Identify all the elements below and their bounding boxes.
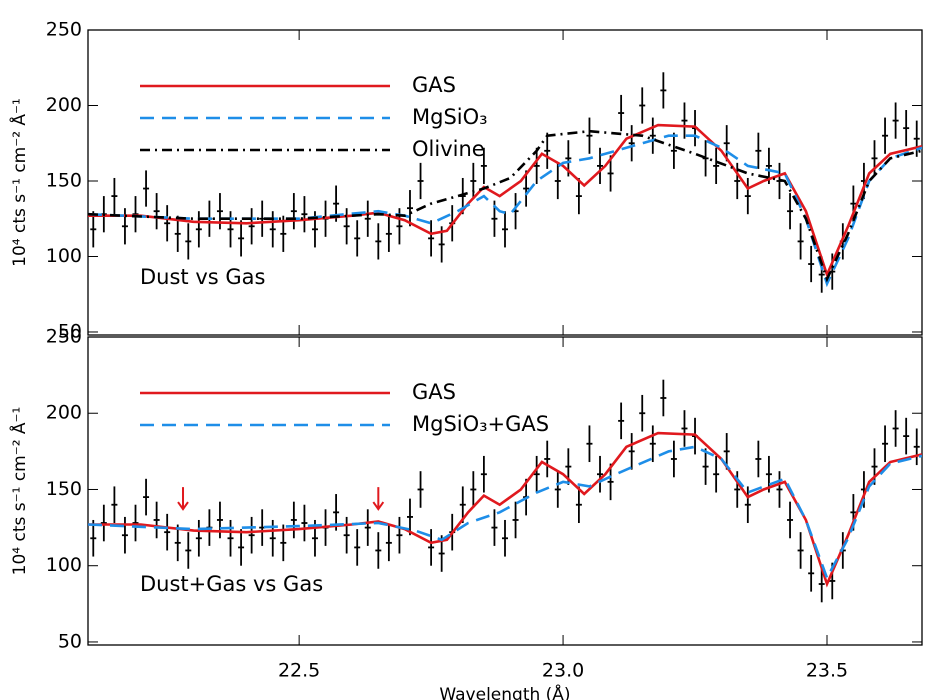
series-line — [88, 129, 922, 283]
legend-label: GAS — [412, 73, 456, 97]
y-tick-label: 250 — [46, 19, 82, 41]
series-line — [88, 445, 922, 582]
plot-frame — [87, 29, 923, 336]
x-tick-label: 23.0 — [542, 660, 584, 682]
arrow — [177, 487, 189, 511]
legend-label: MgSiO₃ — [412, 105, 488, 129]
annotation: Dust vs Gas — [140, 265, 265, 289]
y-tick-label: 150 — [46, 169, 82, 191]
legend-label: GAS — [412, 380, 456, 404]
plot-area — [88, 72, 922, 293]
legend-label: Olivine — [412, 137, 485, 161]
y-tick-label: 200 — [46, 402, 82, 424]
y-tick-label: 150 — [46, 478, 82, 500]
x-tick-label: 23.5 — [806, 660, 848, 682]
y-tick-label: 50 — [58, 630, 82, 652]
y-tick-label: 50 — [58, 320, 82, 342]
series-line — [88, 134, 922, 288]
arrow — [372, 487, 385, 511]
y-tick-label: 100 — [46, 554, 82, 576]
plot-area — [88, 379, 922, 603]
legend-label: MgSiO₃+GAS — [412, 412, 549, 436]
y-axis-label: 10⁴ cts s⁻¹ cm⁻² Å⁻¹ — [8, 407, 30, 576]
annotation: Dust+Gas vs Gas — [140, 572, 323, 596]
y-tick-label: 100 — [46, 245, 82, 267]
y-axis-label: 10⁴ cts s⁻¹ cm⁻² Å⁻¹ — [8, 98, 30, 267]
y-tick-label: 250 — [46, 326, 82, 348]
plot-frame — [87, 336, 923, 646]
x-tick-label: 22.5 — [278, 660, 320, 682]
y-tick-label: 200 — [46, 94, 82, 116]
x-axis-label: Wavelength (Å) — [439, 683, 570, 700]
